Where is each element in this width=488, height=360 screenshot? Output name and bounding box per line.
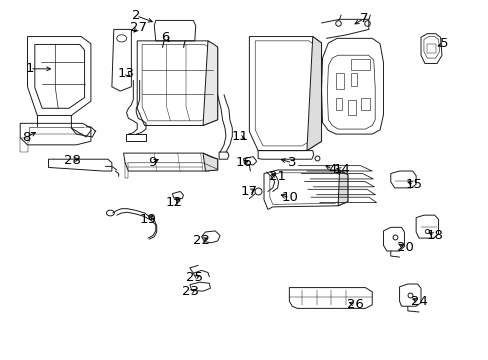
Polygon shape: [203, 153, 217, 171]
Text: 27: 27: [129, 21, 146, 34]
Polygon shape: [306, 37, 321, 150]
Text: 24: 24: [410, 295, 427, 308]
Text: 11: 11: [231, 130, 247, 144]
Text: 2: 2: [132, 9, 140, 22]
Text: 5: 5: [439, 37, 448, 50]
Polygon shape: [337, 170, 347, 206]
Text: 13: 13: [118, 67, 135, 80]
Text: 7: 7: [359, 12, 367, 25]
Text: 9: 9: [147, 156, 156, 169]
Text: 22: 22: [193, 234, 210, 247]
Text: 23: 23: [182, 285, 199, 298]
Text: 21: 21: [268, 170, 285, 183]
Text: 25: 25: [186, 271, 203, 284]
Text: 26: 26: [346, 298, 364, 311]
Text: 10: 10: [281, 192, 298, 204]
Text: 4: 4: [327, 163, 336, 176]
Text: 20: 20: [396, 241, 413, 254]
Polygon shape: [203, 41, 217, 126]
Text: 1: 1: [26, 62, 34, 75]
Text: 15: 15: [405, 178, 422, 191]
Text: 14: 14: [333, 163, 350, 176]
Text: 28: 28: [64, 154, 81, 167]
Text: 17: 17: [241, 185, 257, 198]
Text: 18: 18: [426, 229, 442, 242]
Text: 16: 16: [235, 156, 251, 169]
Text: 6: 6: [161, 31, 169, 44]
Text: 19: 19: [139, 213, 156, 226]
Text: 8: 8: [22, 131, 30, 144]
Text: 3: 3: [287, 156, 296, 169]
Text: 12: 12: [165, 196, 182, 209]
